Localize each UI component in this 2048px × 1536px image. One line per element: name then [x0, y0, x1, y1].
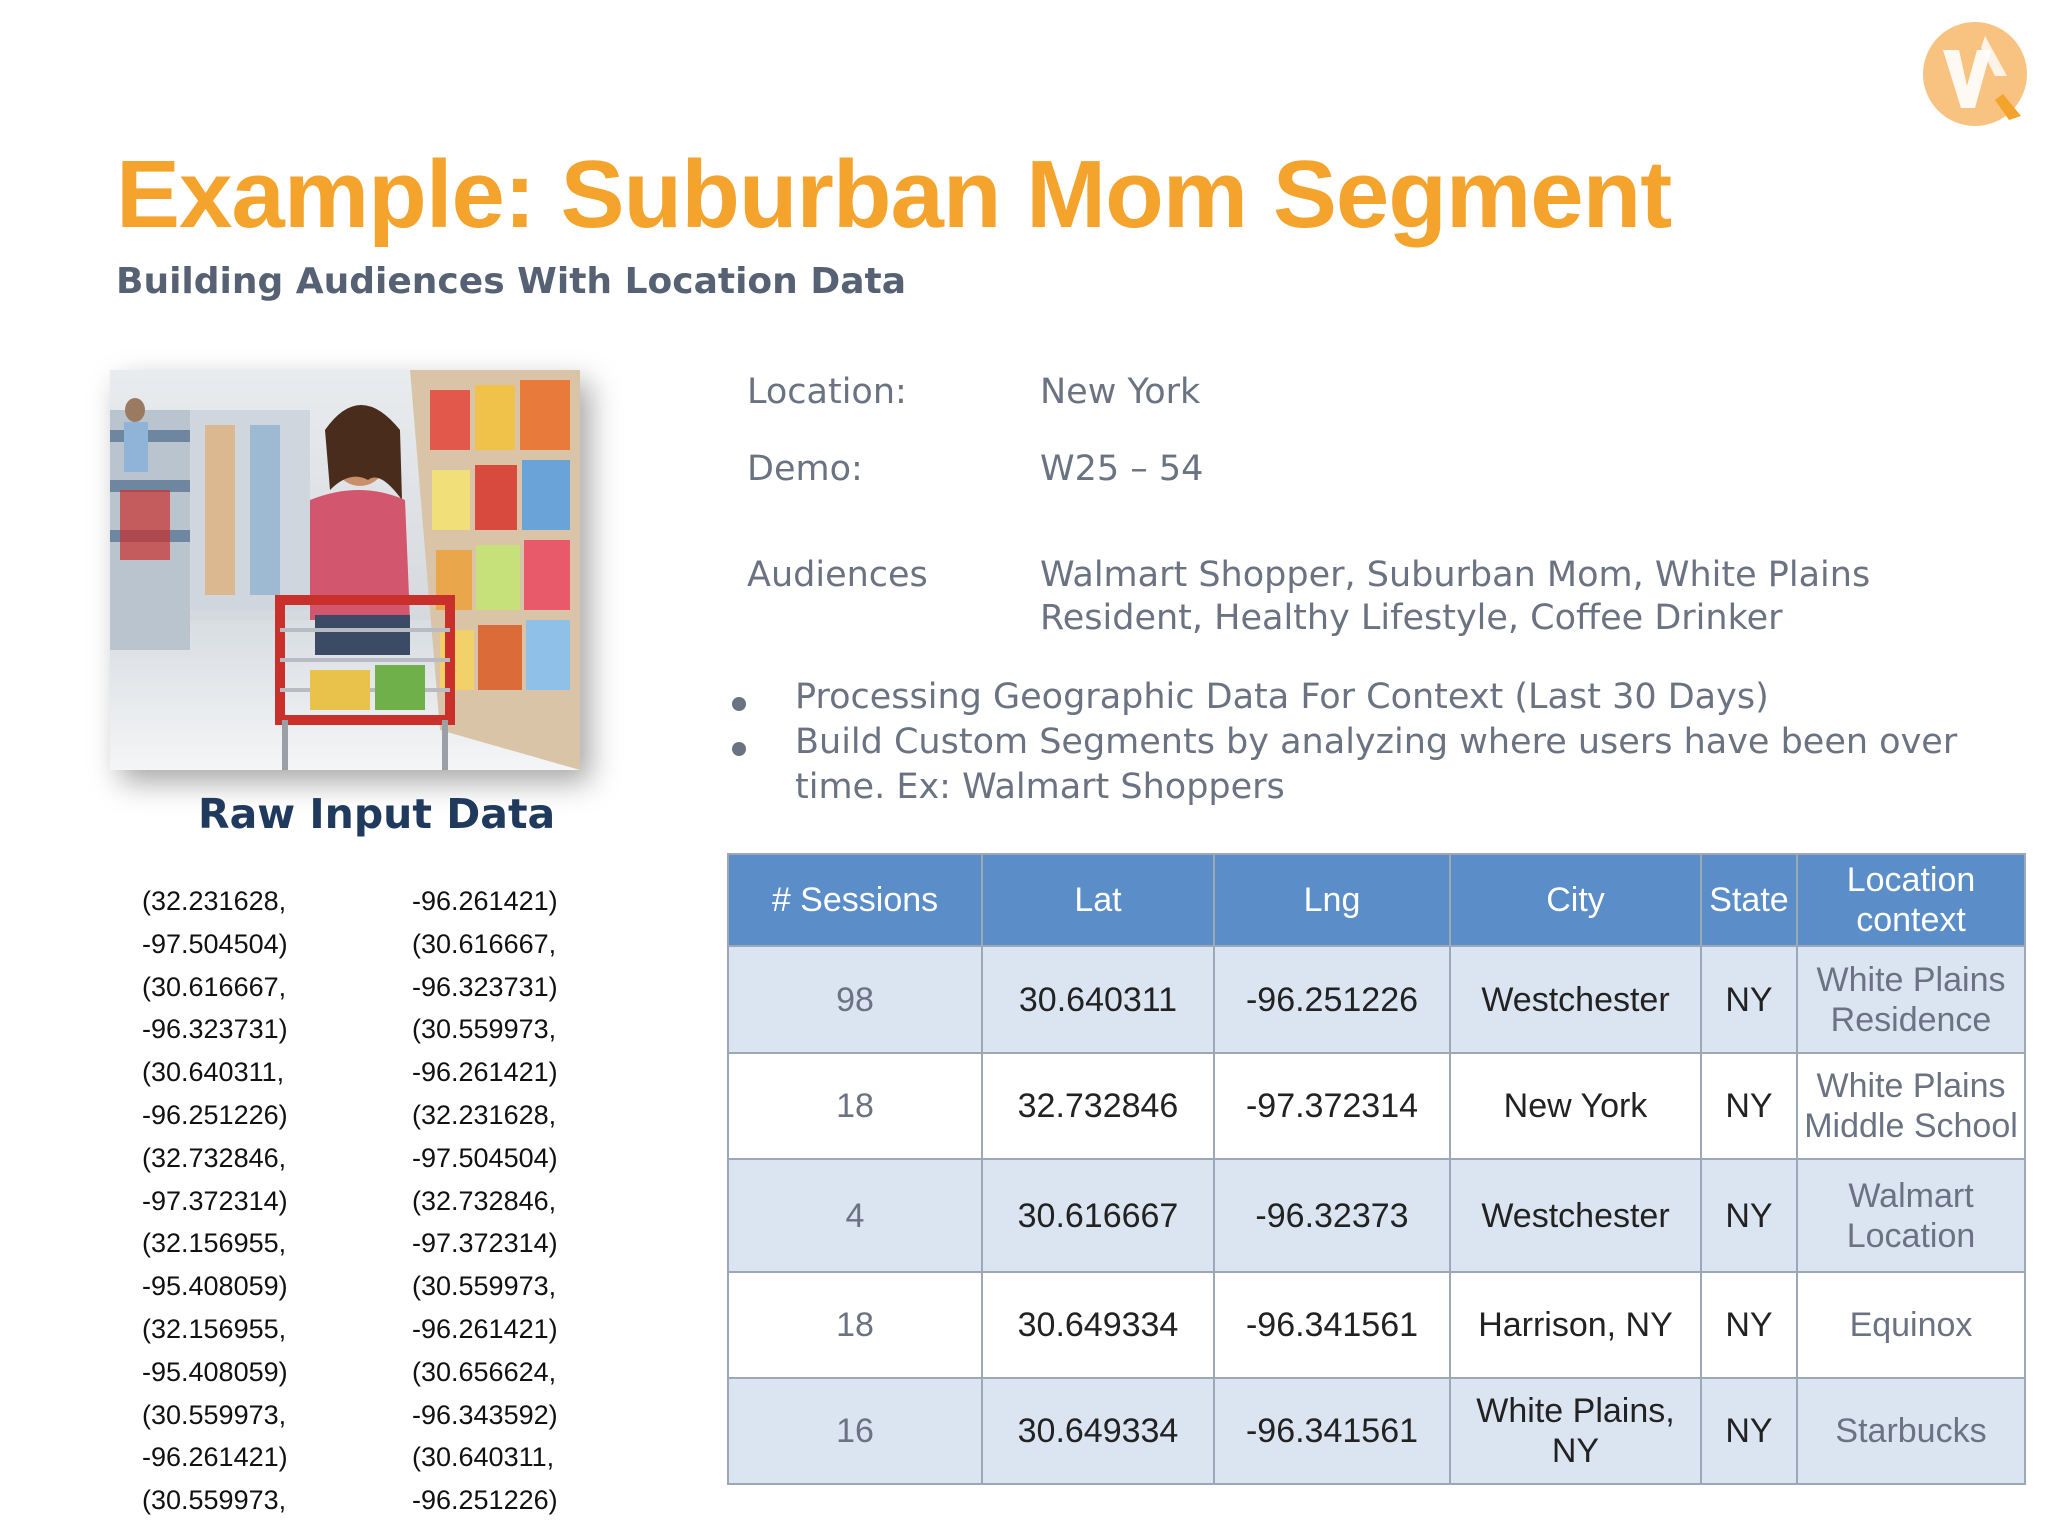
raw-value: -96.261421) [412, 1313, 558, 1344]
table-row: 98 30.640311 -96.251226 Westchester NY W… [727, 945, 2026, 1054]
bullet-item: Build Custom Segments by analyzing where… [730, 720, 1990, 810]
raw-value: -96.261421) [142, 1442, 288, 1473]
raw-value: (32.231628, [142, 886, 287, 916]
shopper-photo-icon [110, 370, 580, 770]
raw-value: -96.323731) [142, 1014, 288, 1045]
cell-lat: 30.616667 [981, 1158, 1215, 1273]
col-header-lng: Lng [1213, 853, 1451, 947]
raw-value: -95.408059) [142, 1271, 288, 1302]
raw-value: (30.640311, [142, 1057, 285, 1088]
cell-context: White Plains Middle School [1796, 1052, 2026, 1160]
raw-input-list: (32.231628, -96.261421) -97.504504) (30.… [142, 880, 592, 1522]
raw-value: (32.732846, [412, 1185, 557, 1216]
raw-value: -95.408059) [142, 1356, 288, 1387]
cell-lng: -97.372314 [1213, 1052, 1451, 1160]
cell-state: NY [1700, 1271, 1798, 1379]
cell-state: NY [1700, 1377, 1798, 1485]
audiences-label: Audiences [747, 555, 928, 595]
sessions-table: # Sessions Lat Lng City State Location c… [727, 853, 2026, 1485]
raw-value: (32.732846, [142, 1142, 287, 1173]
cell-lng: -96.251226 [1213, 945, 1451, 1054]
brand-logo-icon [1915, 16, 2035, 136]
cell-state: NY [1700, 945, 1798, 1054]
raw-value: (30.616667, [142, 971, 287, 1002]
raw-value: (32.231628, [412, 1099, 557, 1130]
cell-city: White Plains, NY [1449, 1377, 1702, 1485]
cell-city: Harrison, NY [1449, 1271, 1702, 1379]
raw-value: (30.640311, [412, 1442, 555, 1473]
bullet-list: Processing Geographic Data For Context (… [730, 675, 1990, 810]
col-header-city: City [1449, 853, 1702, 947]
cell-context: Equinox [1796, 1271, 2026, 1379]
cell-context: Walmart Location [1796, 1158, 2026, 1273]
bullet-text: Processing Geographic Data For Context (… [795, 677, 1769, 717]
cell-sessions: 98 [727, 945, 983, 1054]
cell-lng: -96.32373 [1213, 1158, 1451, 1273]
demo-label: Demo: [747, 449, 863, 489]
cell-city: New York [1449, 1052, 1702, 1160]
raw-value: -96.323731) [412, 971, 558, 1002]
cell-lat: 30.640311 [981, 945, 1215, 1054]
bullet-dot-icon [732, 742, 746, 756]
cell-lat: 30.649334 [981, 1377, 1215, 1485]
cell-lng: -96.341561 [1213, 1271, 1451, 1379]
raw-value: (30.559973, [142, 1485, 287, 1516]
cell-city: Westchester [1449, 1158, 1702, 1273]
raw-value: (32.156955, [142, 1228, 287, 1259]
cell-sessions: 4 [727, 1158, 983, 1273]
bullet-text: Build Custom Segments by analyzing where… [795, 722, 1958, 807]
raw-value: (30.559973, [412, 1014, 557, 1045]
demo-value: W25 – 54 [1040, 449, 1204, 489]
cell-sessions: 16 [727, 1377, 983, 1485]
audiences-value-line1: Walmart Shopper, Suburban Mom, White Pla… [1040, 555, 1871, 595]
table-row: 4 30.616667 -96.32373 Westchester NY Wal… [727, 1158, 2026, 1273]
raw-value: (30.559973, [142, 1399, 287, 1430]
raw-value: -97.372314) [412, 1228, 558, 1259]
raw-value: -96.261421) [412, 1057, 558, 1088]
col-header-sessions: # Sessions [727, 853, 983, 947]
col-header-lat: Lat [981, 853, 1215, 947]
location-value: New York [1040, 372, 1201, 412]
raw-input-title: Raw Input Data [198, 790, 556, 838]
raw-value: -96.251226) [412, 1485, 558, 1516]
page-subtitle: Building Audiences With Location Data [116, 261, 906, 302]
raw-value: -97.372314) [142, 1185, 288, 1216]
raw-value: -96.251226) [142, 1099, 288, 1130]
cell-sessions: 18 [727, 1052, 983, 1160]
page-title: Example: Suburban Mom Segment [116, 141, 1672, 248]
raw-value: (32.156955, [142, 1313, 287, 1344]
bullet-dot-icon [732, 697, 746, 711]
table-header-row: # Sessions Lat Lng City State Location c… [727, 853, 2026, 947]
cell-state: NY [1700, 1052, 1798, 1160]
cell-state: NY [1700, 1158, 1798, 1273]
raw-value: (30.656624, [412, 1356, 557, 1387]
table-row: 16 30.649334 -96.341561 White Plains, NY… [727, 1377, 2026, 1485]
col-header-state: State [1700, 853, 1798, 947]
raw-value: -97.504504) [142, 928, 288, 959]
cell-context: White Plains Residence [1796, 945, 2026, 1054]
raw-value: (30.616667, [412, 928, 557, 959]
cell-lat: 30.649334 [981, 1271, 1215, 1379]
col-header-context: Location context [1796, 853, 2026, 947]
table-row: 18 30.649334 -96.341561 Harrison, NY NY … [727, 1271, 2026, 1379]
location-label: Location: [747, 372, 907, 412]
cell-lat: 32.732846 [981, 1052, 1215, 1160]
raw-value: -96.261421) [412, 886, 558, 916]
cell-sessions: 18 [727, 1271, 983, 1379]
cell-context: Starbucks [1796, 1377, 2026, 1485]
raw-value: (30.559973, [412, 1271, 557, 1302]
raw-value: -96.343592) [412, 1399, 558, 1430]
raw-value: -97.504504) [412, 1142, 558, 1173]
audiences-value-line2: Resident, Healthy Lifestyle, Coffee Drin… [1040, 598, 1783, 638]
table-row: 18 32.732846 -97.372314 New York NY Whit… [727, 1052, 2026, 1160]
cell-lng: -96.341561 [1213, 1377, 1451, 1485]
cell-city: Westchester [1449, 945, 1702, 1054]
bullet-item: Processing Geographic Data For Context (… [730, 675, 1990, 720]
